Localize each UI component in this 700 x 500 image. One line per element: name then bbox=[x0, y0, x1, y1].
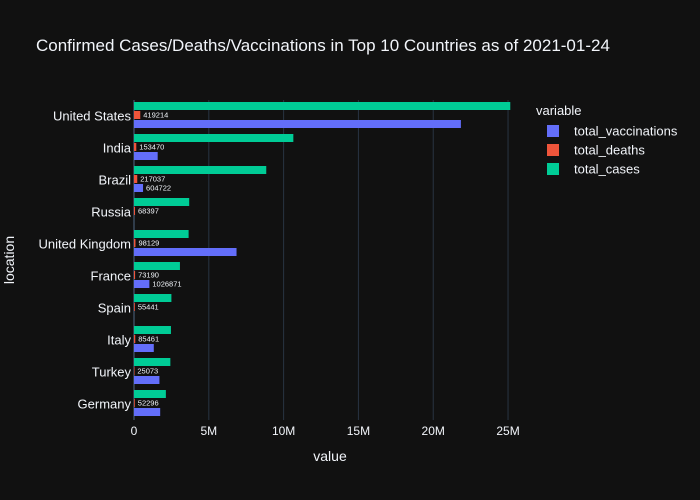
x-axis-ticks: 0 5M 10M 15M 20M 25M bbox=[131, 424, 520, 438]
bar-total_vaccinations-turkey bbox=[134, 376, 160, 384]
bar-total_vaccinations-india bbox=[134, 152, 158, 160]
bar-label-total_deaths-united-states: 419214 bbox=[143, 111, 168, 120]
bar-total_deaths-france bbox=[134, 271, 136, 279]
legend-entry-total_cases: total_cases bbox=[574, 162, 640, 177]
bar-total_deaths-brazil bbox=[134, 175, 138, 183]
y-tick-label-france: France bbox=[91, 269, 131, 284]
chart-title: Confirmed Cases/Deaths/Vaccinations in T… bbox=[36, 36, 610, 55]
bar-total_vaccinations-united-kingdom bbox=[134, 248, 237, 256]
legend-swatch-total_deaths bbox=[547, 144, 559, 156]
bar-label-total_deaths-india: 153470 bbox=[139, 143, 164, 152]
bar-total_cases-united-kingdom bbox=[134, 230, 189, 238]
y-tick-label-italy: Italy bbox=[107, 333, 131, 348]
bar-total_cases-united-states bbox=[134, 102, 511, 110]
bar-total_deaths-germany bbox=[134, 399, 135, 407]
bar-total_vaccinations-germany bbox=[134, 408, 161, 416]
legend-entry-total_deaths: total_deaths bbox=[574, 143, 645, 158]
bar-label-total_deaths-france: 73190 bbox=[138, 271, 159, 280]
bar-label-total_deaths-turkey: 25073 bbox=[137, 367, 158, 376]
y-axis-ticks: United States India Brazil Russia United Kin… bbox=[39, 109, 132, 412]
bar-total_cases-india bbox=[134, 134, 294, 142]
x-tick-label-10m: 10M bbox=[272, 424, 295, 438]
bar-total_cases-spain bbox=[134, 294, 172, 302]
bars bbox=[134, 102, 511, 416]
y-tick-label-germany: Germany bbox=[78, 397, 132, 412]
y-tick-label-spain: Spain bbox=[98, 301, 131, 316]
x-tick-label-0: 0 bbox=[131, 424, 138, 438]
legend: variable total_vaccinations total_deathst… bbox=[536, 103, 678, 177]
x-tick-label-25m: 25M bbox=[496, 424, 519, 438]
bar-label-total_deaths-germany: 52296 bbox=[138, 399, 159, 408]
y-tick-label-united-states: United States bbox=[53, 109, 132, 124]
y-tick-label-turkey: Turkey bbox=[92, 365, 132, 380]
legend-title: variable bbox=[536, 103, 582, 118]
bar-total_cases-germany bbox=[134, 390, 166, 398]
bar-total_vaccinations-united-states bbox=[134, 120, 461, 128]
bar-total_cases-brazil bbox=[134, 166, 267, 174]
bar-total_deaths-united-kingdom bbox=[134, 239, 136, 247]
bar-total_deaths-united-states bbox=[134, 111, 141, 119]
bar-label-total_vaccinations-brazil: 604722 bbox=[146, 184, 171, 193]
bar-label-total_deaths-brazil: 217037 bbox=[140, 175, 165, 184]
x-tick-label-15m: 15M bbox=[347, 424, 370, 438]
bar-total_cases-russia bbox=[134, 198, 190, 206]
legend-swatch-total_cases bbox=[547, 163, 559, 175]
bar-label-total_deaths-united-kingdom: 98129 bbox=[138, 239, 159, 248]
bar-total_cases-france bbox=[134, 262, 180, 270]
bar-total_vaccinations-italy bbox=[134, 344, 154, 352]
bar-label-total_deaths-italy: 85461 bbox=[138, 335, 159, 344]
bar-total_deaths-russia bbox=[134, 207, 136, 215]
bar-label-total_vaccinations-france: 1026871 bbox=[152, 280, 181, 289]
bar-total_deaths-italy bbox=[134, 335, 136, 343]
bar-total_vaccinations-france bbox=[134, 280, 150, 288]
bar-label-total_deaths-spain: 55441 bbox=[138, 303, 159, 312]
bar-total_deaths-spain bbox=[134, 303, 135, 311]
y-tick-label-united-kingdom: United Kingdom bbox=[39, 237, 132, 252]
legend-entry-total_vaccinations: total_vaccinations bbox=[574, 124, 678, 139]
bar-total_deaths-india bbox=[134, 143, 137, 151]
x-tick-label-20m: 20M bbox=[422, 424, 445, 438]
y-tick-label-india: India bbox=[103, 141, 132, 156]
bar-total_vaccinations-brazil bbox=[134, 184, 144, 192]
bar-label-total_deaths-russia: 68397 bbox=[138, 207, 159, 216]
legend-swatch-total_vaccinations bbox=[547, 125, 559, 137]
x-tick-label-5m: 5M bbox=[200, 424, 217, 438]
x-axis-label: value bbox=[313, 448, 347, 464]
y-tick-label-russia: Russia bbox=[91, 205, 132, 220]
bar-total_cases-turkey bbox=[134, 358, 171, 366]
y-axis-label: location bbox=[1, 236, 17, 284]
y-tick-label-brazil: Brazil bbox=[98, 173, 131, 188]
bar-total_deaths-turkey bbox=[134, 367, 135, 375]
bar-total_cases-italy bbox=[134, 326, 171, 334]
